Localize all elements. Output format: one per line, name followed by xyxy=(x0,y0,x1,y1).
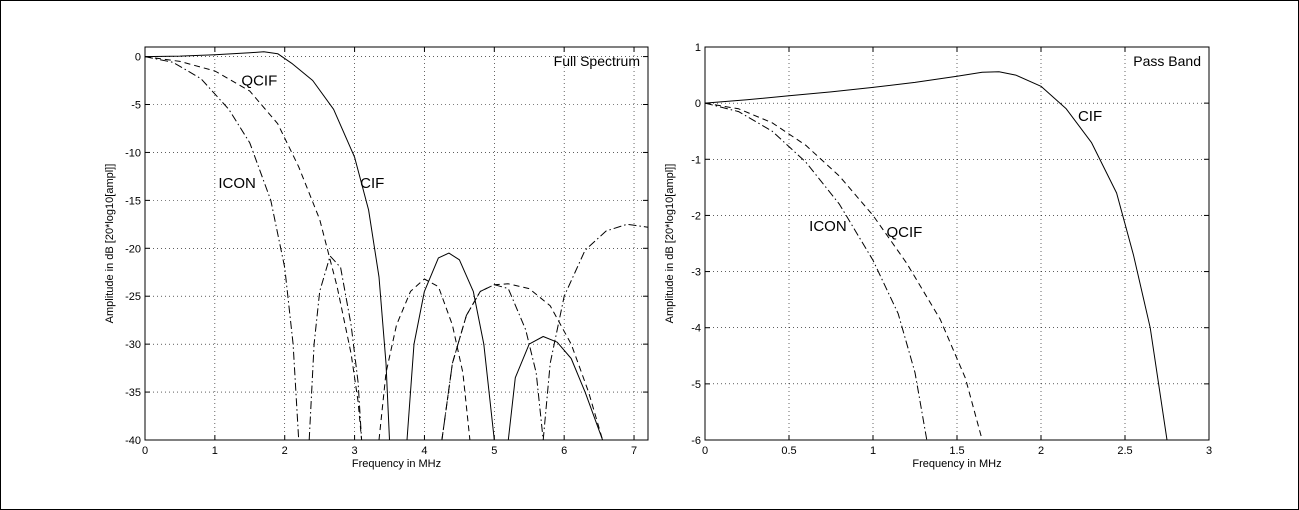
series-line-dashdot-segment-3 xyxy=(441,284,544,440)
y-axis-label: Amplitude in dB [20*log10[ampl]] xyxy=(664,164,676,324)
y-tick-label: 0 xyxy=(135,52,141,64)
curve-label-cif: CIF xyxy=(1078,108,1102,125)
series-line-dashed-segment-1 xyxy=(145,56,363,440)
y-tick-label: -40 xyxy=(125,435,141,447)
y-tick-label: -35 xyxy=(125,387,141,399)
panel-annotation: Pass Band xyxy=(1133,53,1201,69)
series-line-dashdot-segment-1 xyxy=(145,56,300,440)
x-axis-label: Frequency in MHz xyxy=(912,458,1001,470)
y-tick-label: -5 xyxy=(131,100,141,112)
y-tick-label: -4 xyxy=(691,323,701,335)
curve-label-icon: ICON xyxy=(218,175,256,192)
y-tick-label: 1 xyxy=(695,42,701,54)
x-tick-label: 1 xyxy=(212,445,218,457)
x-tick-label: 0 xyxy=(702,445,708,457)
y-tick-label: 0 xyxy=(695,98,701,110)
series-line-solid-segment-1 xyxy=(145,51,390,440)
x-tick-label: 5 xyxy=(491,445,497,457)
y-tick-label: -2 xyxy=(691,210,701,222)
x-tick-label: 0 xyxy=(142,445,148,457)
series-line-solid-segment-1 xyxy=(705,71,1168,440)
x-tick-label: 3 xyxy=(352,445,358,457)
curve-label-qcif: QCIF xyxy=(241,72,277,89)
x-tick-label: 2 xyxy=(282,445,288,457)
y-tick-label: -30 xyxy=(125,339,141,351)
curve-label-cif: CIF xyxy=(360,175,384,192)
y-tick-label: -3 xyxy=(691,267,701,279)
series-line-solid-segment-2 xyxy=(406,252,495,440)
x-tick-label: 2 xyxy=(1038,445,1044,457)
x-tick-label: 3 xyxy=(1206,445,1212,457)
y-tick-label: -5 xyxy=(691,379,701,391)
series-line-dashdot-segment-1 xyxy=(705,102,928,440)
x-tick-label: 2.5 xyxy=(1117,445,1132,457)
curve-label-qcif: QCIF xyxy=(886,224,922,241)
series-line-solid-segment-3 xyxy=(507,336,604,440)
series-line-dashdot-segment-4 xyxy=(542,223,648,440)
chart-1: 0 1 2 3 4 5 6 7 0 -5 -10 -15 -20 -25 -30 -35 -40 QCIF ICON… xyxy=(104,46,649,470)
series-line-dashed-segment-1 xyxy=(705,102,983,440)
x-tick-label: 1 xyxy=(870,445,876,457)
y-axis-label: Amplitude in dB [20*log10[ampl]] xyxy=(104,164,116,324)
x-tick-label: 4 xyxy=(421,445,427,457)
x-tick-label: 1.5 xyxy=(949,445,964,457)
series-line-dashdot-segment-2 xyxy=(308,255,363,440)
curve-label-icon: ICON xyxy=(809,218,847,235)
chart-2: 0 0.5 1 1.5 2 2.5 3 1 0 -1 -2 -3 -4 -5 -6 CIF ICON QCIF Pa… xyxy=(664,42,1212,470)
plot-area-border xyxy=(144,46,649,441)
y-tick-label: -15 xyxy=(125,195,141,207)
panel-annotation: Full Spectrum xyxy=(554,53,640,69)
plot-area-border xyxy=(704,46,1210,441)
y-tick-label: -6 xyxy=(691,435,701,447)
x-tick-label: 7 xyxy=(631,445,637,457)
y-tick-label: -25 xyxy=(125,291,141,303)
x-axis-label: Frequency in MHz xyxy=(352,458,441,470)
y-tick-label: -20 xyxy=(125,243,141,255)
x-tick-label: 6 xyxy=(561,445,567,457)
series-line-dashed-segment-2 xyxy=(378,278,471,440)
y-tick-label: -1 xyxy=(691,154,701,166)
x-tick-label: 0.5 xyxy=(781,445,796,457)
y-tick-label: -10 xyxy=(125,147,141,159)
